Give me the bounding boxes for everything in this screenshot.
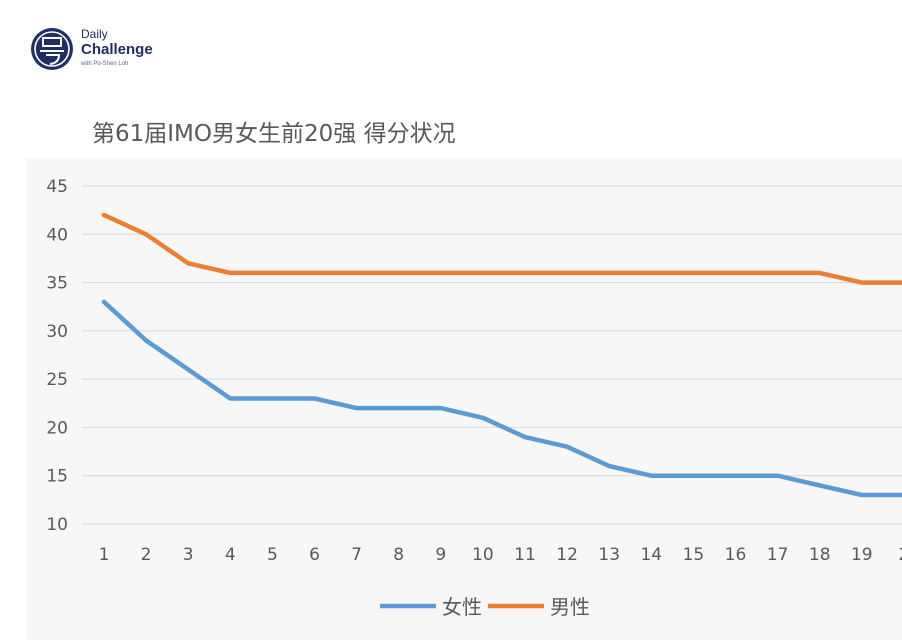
chart-panel bbox=[26, 158, 902, 640]
x-tick-label: 3 bbox=[183, 545, 194, 565]
chart-title: 第61届IMO男女生前20强 得分状况 bbox=[92, 121, 456, 147]
x-tick-label: 14 bbox=[640, 545, 662, 565]
logo-text-subtitle: with Po-Shen Loh bbox=[81, 61, 129, 67]
y-tick-label: 10 bbox=[46, 515, 68, 535]
x-tick-label: 19 bbox=[851, 545, 873, 565]
x-tick-label: 16 bbox=[725, 545, 747, 565]
y-tick-label: 15 bbox=[46, 467, 68, 487]
x-tick-label: 11 bbox=[514, 545, 536, 565]
x-tick-label: 2 bbox=[898, 545, 902, 565]
x-tick-label: 13 bbox=[598, 545, 620, 565]
y-tick-label: 30 bbox=[46, 322, 68, 342]
x-tick-label: 5 bbox=[267, 545, 278, 565]
y-tick-label: 40 bbox=[46, 225, 68, 245]
x-tick-label: 8 bbox=[393, 545, 404, 565]
logo-text-daily: Daily bbox=[81, 27, 108, 41]
legend-label: 男性 bbox=[550, 595, 590, 619]
legend: 女性 男性 bbox=[380, 595, 590, 619]
gridlines bbox=[82, 185, 902, 525]
x-tick-label: 10 bbox=[472, 545, 494, 565]
x-tick-label: 4 bbox=[225, 545, 236, 565]
legend-label: 女性 bbox=[442, 595, 482, 619]
y-axis-tick-labels: 10 15 20 25 30 35 40 45 bbox=[46, 177, 68, 535]
x-tick-label: 18 bbox=[809, 545, 831, 565]
x-tick-label: 1 bbox=[99, 545, 110, 565]
daily-challenge-logo-icon bbox=[31, 28, 73, 70]
y-tick-label: 25 bbox=[46, 370, 68, 390]
x-tick-label: 2 bbox=[141, 545, 152, 565]
y-tick-label: 35 bbox=[46, 274, 68, 294]
x-tick-label: 15 bbox=[683, 545, 705, 565]
x-tick-label: 17 bbox=[767, 545, 789, 565]
series-lines bbox=[101, 212, 902, 498]
x-tick-label: 6 bbox=[309, 545, 320, 565]
y-tick-label: 20 bbox=[46, 418, 68, 438]
x-axis-tick-labels: 123456789101112131415161718192 bbox=[99, 545, 902, 565]
x-tick-label: 12 bbox=[556, 545, 578, 565]
logo-text-challenge: Challenge bbox=[81, 41, 153, 58]
series-line-1 bbox=[101, 212, 902, 285]
y-tick-label: 45 bbox=[46, 177, 68, 197]
x-tick-label: 9 bbox=[435, 545, 446, 565]
series-line-0 bbox=[101, 299, 902, 498]
x-tick-label: 7 bbox=[351, 545, 362, 565]
